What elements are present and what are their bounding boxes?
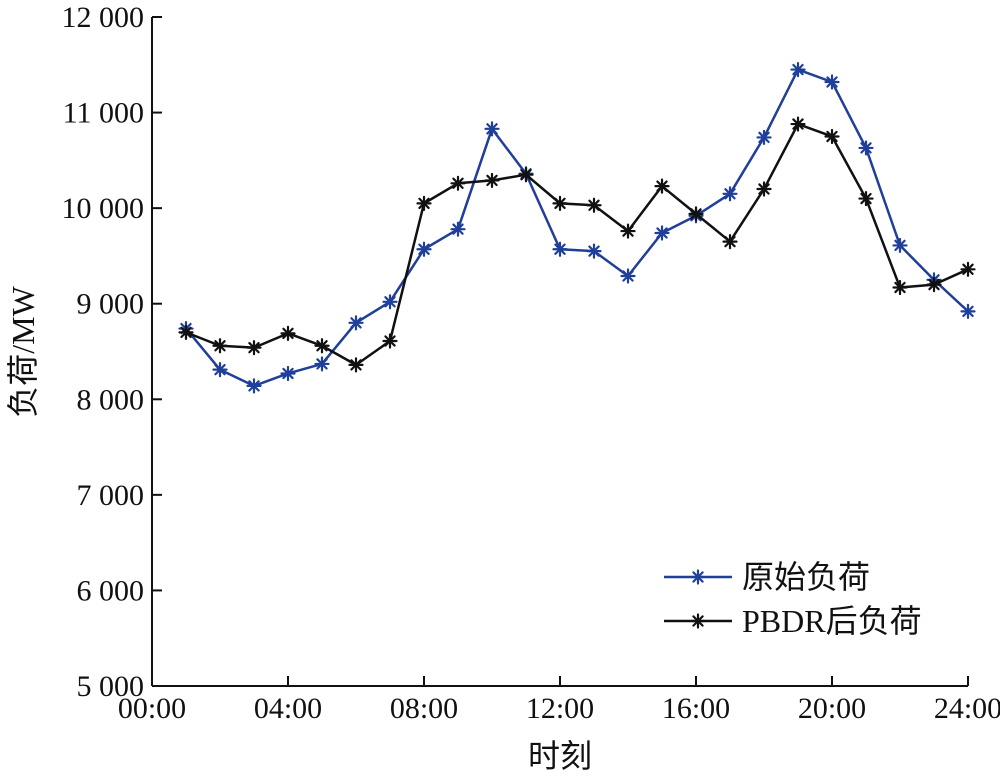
x-tick-label: 04:00 <box>254 692 322 725</box>
data-point <box>654 225 670 241</box>
data-point <box>892 237 908 254</box>
y-tick-label: 9 000 <box>77 288 145 321</box>
data-point <box>824 74 840 90</box>
data-point <box>484 121 500 137</box>
x-tick-label: 24:00 <box>934 692 1000 725</box>
data-point <box>654 178 670 194</box>
data-point <box>246 378 262 394</box>
data-point <box>280 325 296 341</box>
x-tick-label: 08:00 <box>390 692 458 725</box>
y-tick-label: 12 000 <box>62 1 145 34</box>
series-pbdr-load <box>178 116 976 373</box>
y-axis-ticks: 5 000 6 000 7 000 8 000 9 000 10 000 11 000 12 … <box>62 1 162 703</box>
data-point <box>246 340 262 356</box>
data-point <box>416 241 432 257</box>
legend-marker-glyph <box>690 569 706 585</box>
data-point <box>960 303 976 319</box>
series-layer <box>178 61 976 394</box>
data-point <box>484 172 500 189</box>
data-point <box>212 338 228 354</box>
legend-marker-glyph <box>690 613 706 629</box>
y-tick-label: 7 000 <box>77 479 145 512</box>
data-point <box>450 221 466 237</box>
data-point <box>416 195 432 211</box>
legend-marker-original-load <box>690 569 706 585</box>
data-point <box>790 61 806 78</box>
series-original-load <box>178 61 976 394</box>
y-tick-label: 10 000 <box>62 192 145 225</box>
x-axis-ticks: 00:00 04:00 08:00 12:00 16:00 20:00 24:00 <box>118 676 1000 725</box>
x-tick-label: 16:00 <box>662 692 730 725</box>
x-axis-label: 时刻 <box>528 738 592 774</box>
data-point <box>348 357 364 373</box>
legend: 原始负荷 PBDR后负荷 <box>664 559 922 639</box>
data-point <box>586 197 602 213</box>
data-point <box>178 324 194 340</box>
y-tick-label: 5 000 <box>77 670 145 703</box>
data-point <box>620 268 636 284</box>
data-point <box>382 294 398 310</box>
x-tick-label: 00:00 <box>118 692 186 725</box>
y-tick-label: 6 000 <box>77 574 145 607</box>
series-line <box>185 68 969 388</box>
data-point <box>722 233 738 250</box>
data-point <box>892 279 908 296</box>
data-point <box>450 175 466 191</box>
legend-label-original-load: 原始负荷 <box>742 559 870 595</box>
data-point <box>314 338 330 354</box>
data-point <box>620 223 636 239</box>
data-point <box>280 365 296 382</box>
series-line <box>185 122 969 367</box>
legend-label-pbdr-load: PBDR后负荷 <box>742 603 922 639</box>
data-point <box>348 315 364 331</box>
x-tick-label: 12:00 <box>526 692 594 725</box>
data-point <box>790 116 806 132</box>
y-axis-label: 负荷/MW <box>5 285 41 417</box>
data-point <box>756 129 772 146</box>
data-point <box>926 277 942 293</box>
legend-marker-pbdr-load <box>690 613 706 629</box>
data-point <box>552 195 568 211</box>
data-point <box>960 261 976 277</box>
data-point <box>518 167 534 183</box>
y-tick-label: 11 000 <box>63 97 144 130</box>
data-point <box>824 128 840 145</box>
y-tick-label: 8 000 <box>77 383 145 416</box>
data-point <box>212 362 228 378</box>
data-point <box>858 190 874 207</box>
data-point <box>586 243 602 259</box>
x-tick-label: 20:00 <box>798 692 866 725</box>
data-point <box>688 206 704 222</box>
data-point <box>722 186 738 202</box>
data-point <box>382 333 398 349</box>
data-point <box>314 356 330 372</box>
data-point <box>858 140 874 156</box>
data-point <box>756 181 772 197</box>
data-point <box>552 241 568 257</box>
